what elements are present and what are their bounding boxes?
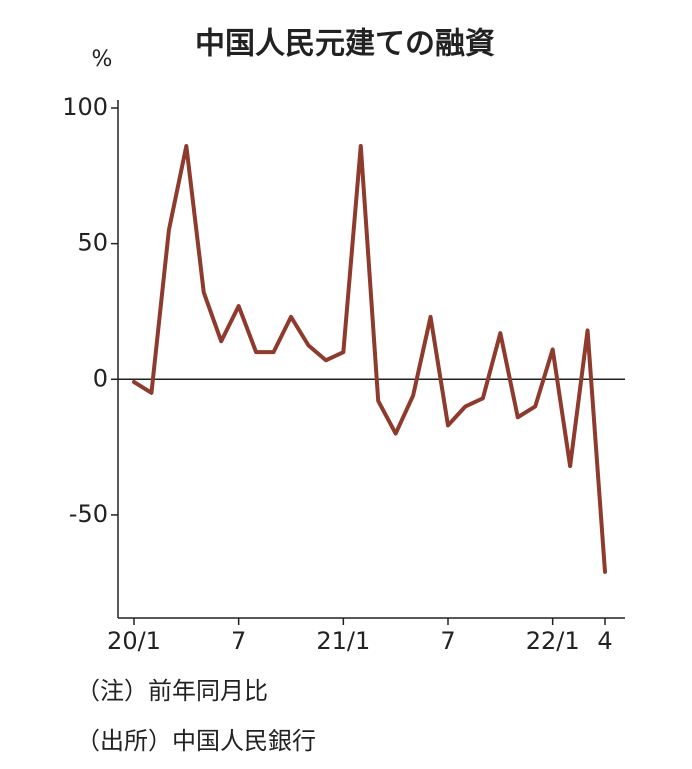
x-tick-label: 20/1 xyxy=(107,627,161,655)
x-tick-label: 7 xyxy=(231,627,246,655)
note: （注）前年同月比 xyxy=(76,677,268,705)
y-unit: % xyxy=(92,47,113,72)
y-tick-label: 100 xyxy=(62,93,108,121)
y-tick-label: 0 xyxy=(93,364,108,392)
y-tick-label: 50 xyxy=(77,229,108,257)
line xyxy=(132,143,607,574)
y-tick-label: -50 xyxy=(69,500,108,528)
x-tick-label: 4 xyxy=(597,627,612,655)
chart-title: 中国人民元建ての融資 xyxy=(195,27,495,62)
x-tick-label: 22/1 xyxy=(526,627,580,655)
x-tick-label: 7 xyxy=(440,627,455,655)
note: （出所）中国人民銀行 xyxy=(76,727,316,755)
x-tick-label: 21/1 xyxy=(316,627,370,655)
